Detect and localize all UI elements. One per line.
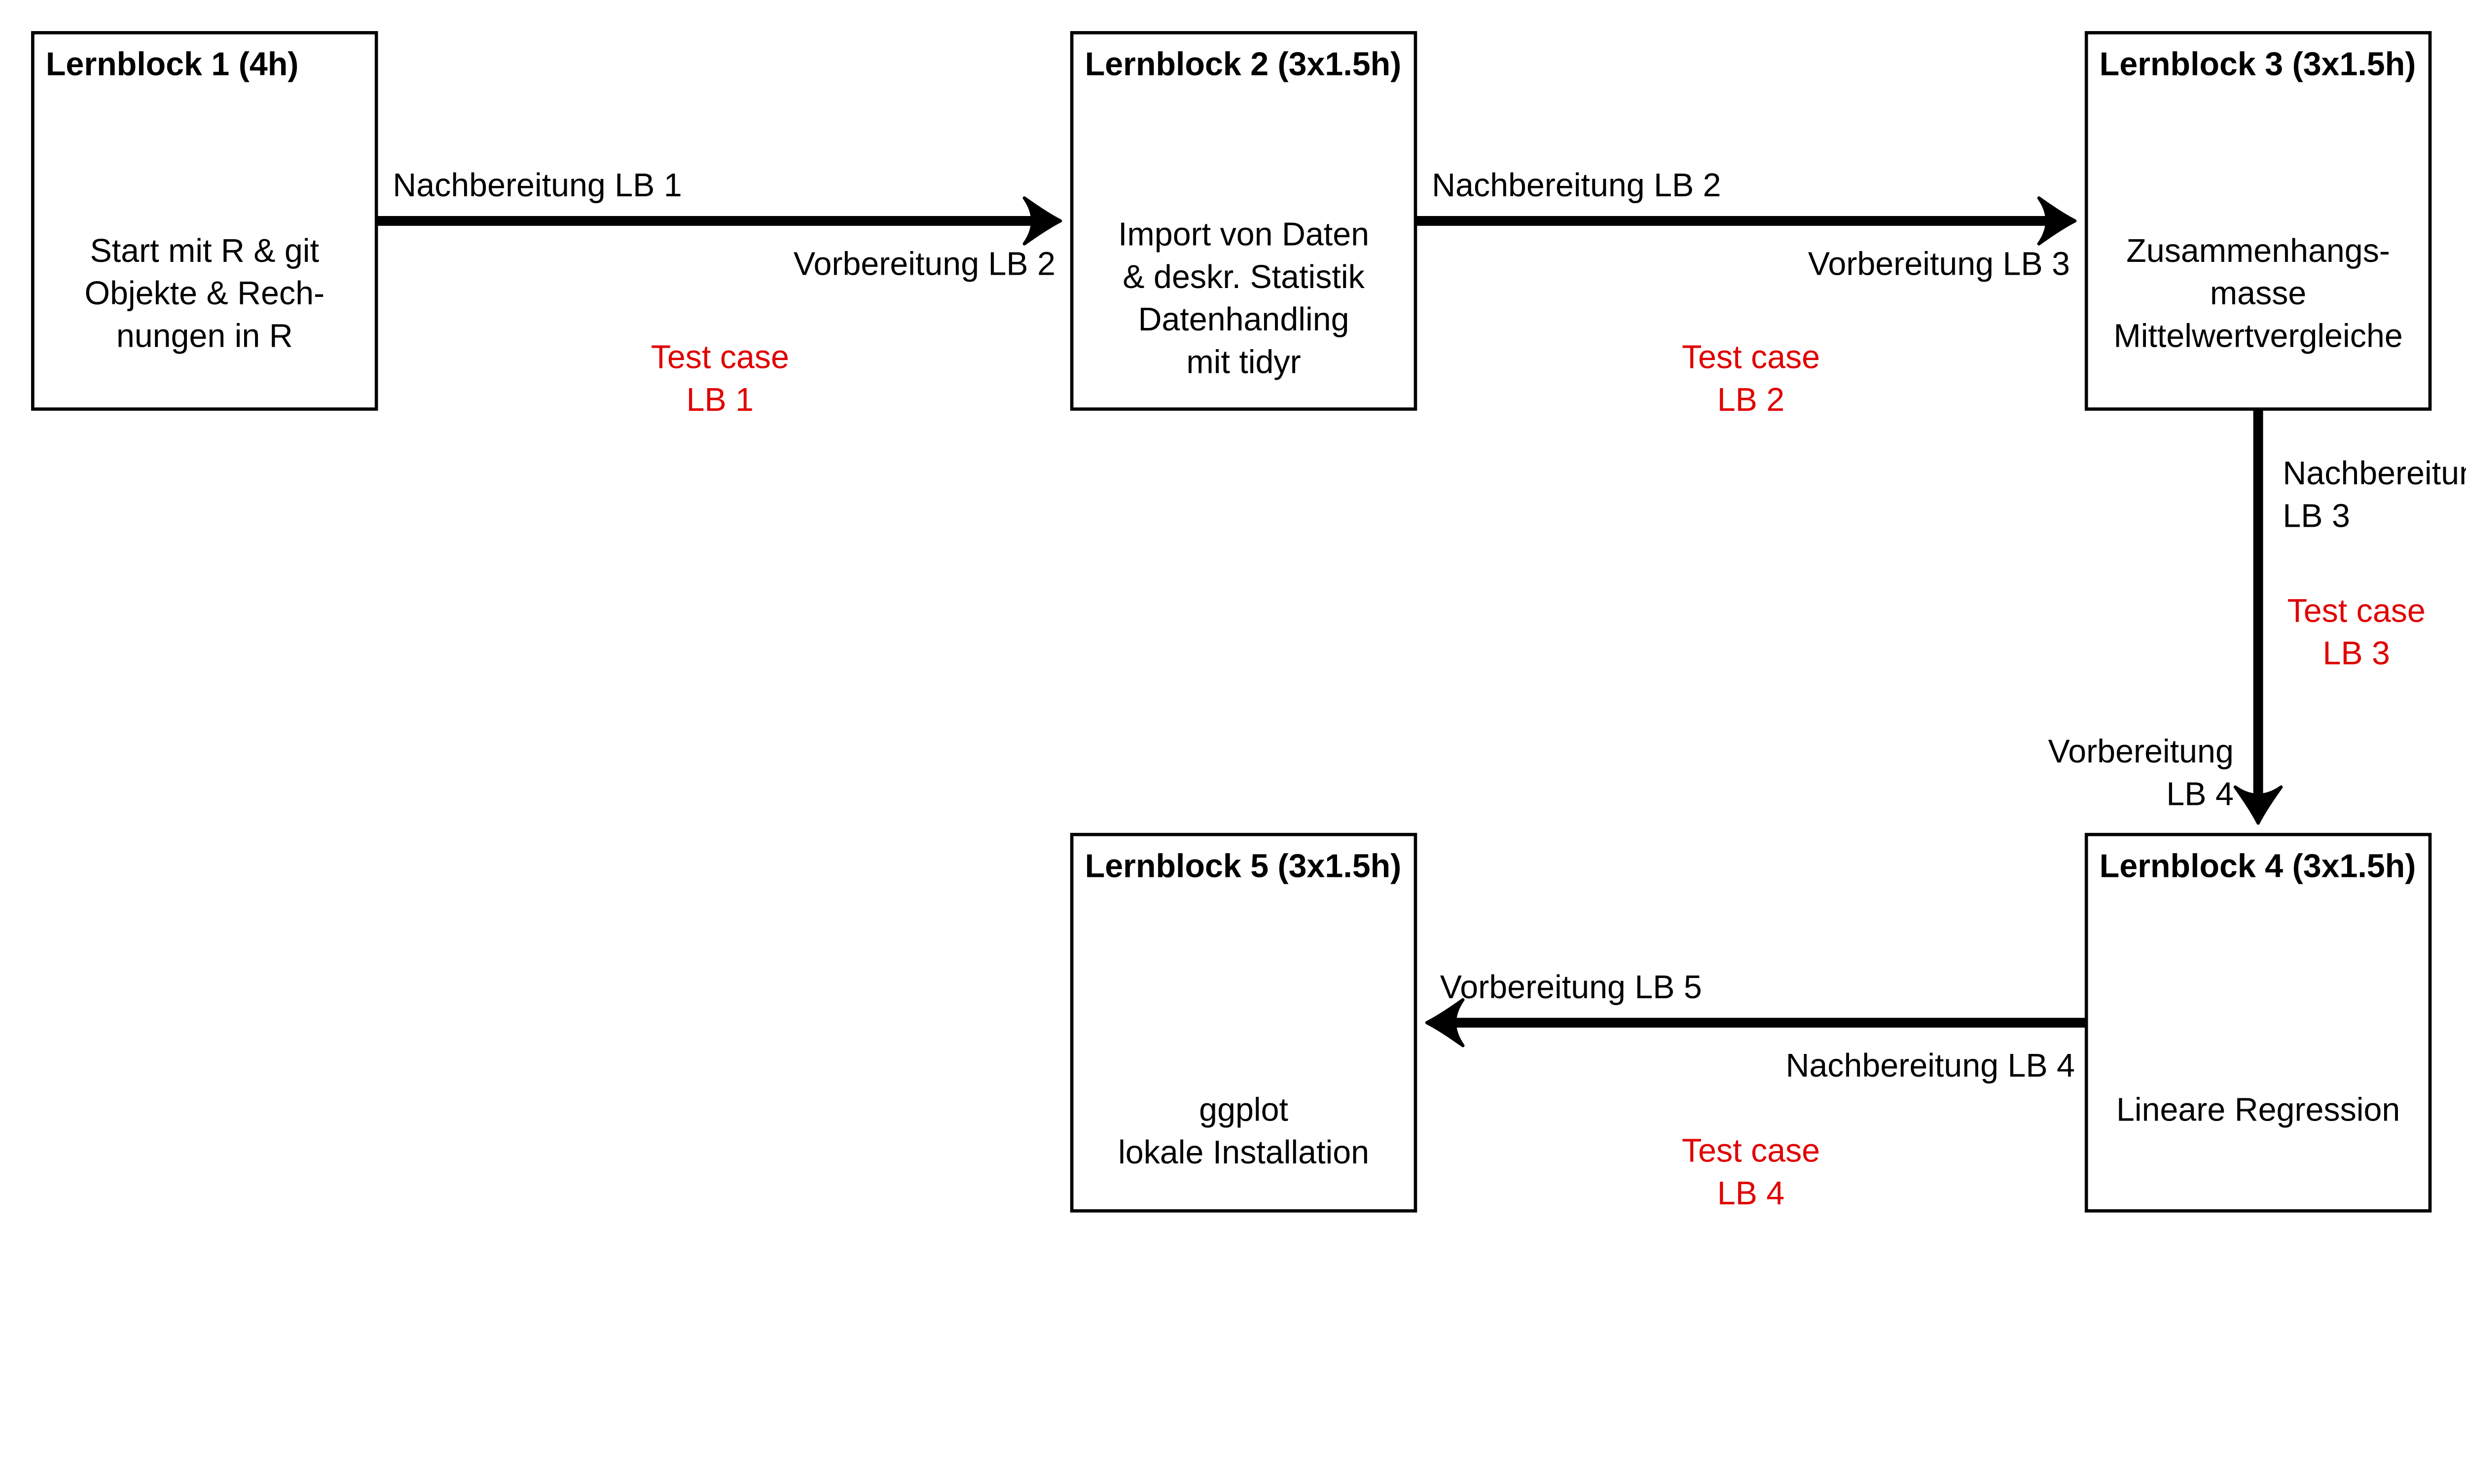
e34-testcase: Test case [2287, 593, 2426, 629]
e12-testcase: Test case [651, 339, 789, 376]
e34-label-top: LB 3 [2283, 498, 2350, 534]
e45-testcase: Test case [1682, 1133, 1820, 1169]
e23-testcase: LB 2 [1717, 382, 1784, 418]
node-lb4-body: Lineare Regression [2116, 1092, 2400, 1128]
node-lb5-body: lokale Installation [1118, 1134, 1369, 1171]
node-lb1-body: nungen in R [116, 318, 293, 354]
node-lb2-body: Import von Daten [1118, 217, 1369, 253]
node-lb4 [2086, 834, 2430, 1211]
node-lb3-body: masse [2210, 275, 2306, 312]
node-lb3-body: Mittelwertvergleiche [2114, 318, 2403, 354]
node-lb5-body: ggplot [1199, 1092, 1288, 1128]
node-lb4-title: Lernblock 4 (3x1.5h) [2100, 848, 2416, 884]
e34-testcase: LB 3 [2322, 635, 2390, 672]
e23-label-top: Nachbereitung LB 2 [1432, 167, 1721, 204]
node-lb1-title: Lernblock 1 (4h) [46, 46, 298, 83]
flowchart-canvas: Nachbereitung LB 1 Vorbereitung LB 2 Test … [0, 0, 2466, 1231]
e23-label-bottom: Vorbereitung LB 3 [1808, 246, 2070, 282]
node-lb2-body: & deskr. Statistik [1123, 259, 1365, 295]
e12-testcase: LB 1 [687, 382, 754, 418]
node-lb1-body: Objekte & Rech- [84, 275, 325, 312]
node-lb2-title: Lernblock 2 (3x1.5h) [1085, 46, 1402, 83]
node-lb3-body: Zusammenhangs- [2126, 233, 2390, 269]
e45-testcase: LB 4 [1717, 1175, 1784, 1212]
e34-label-bottom: LB 4 [2166, 776, 2233, 812]
node-lb2-body: Datenhandling [1138, 301, 1349, 338]
e12-label-bottom: Vorbereitung LB 2 [794, 246, 1055, 282]
e23-testcase: Test case [1682, 339, 1820, 376]
e12-label-top: Nachbereitung LB 1 [393, 167, 682, 204]
node-lb5-title: Lernblock 5 (3x1.5h) [1085, 848, 1402, 884]
node-lb1-body: Start mit R & git [90, 233, 319, 269]
e34-label-top: Nachbereitung [2283, 455, 2466, 492]
e45-label-bottom: Nachbereitung LB 4 [1786, 1048, 2075, 1084]
e45-label-top: Vorbereitung LB 5 [1440, 969, 1702, 1006]
node-lb3-title: Lernblock 3 (3x1.5h) [2100, 46, 2416, 83]
node-lb2-body: mit tidyr [1186, 344, 1301, 380]
e34-label-bottom: Vorbereitung [2048, 733, 2234, 770]
